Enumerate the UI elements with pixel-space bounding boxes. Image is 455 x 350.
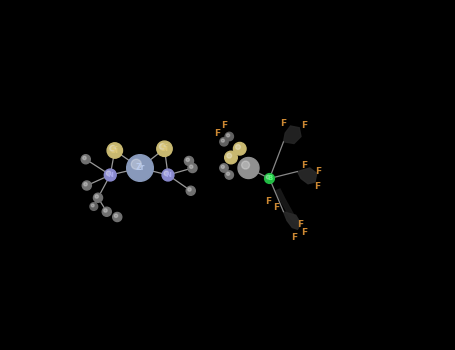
Circle shape — [220, 164, 228, 172]
Text: F: F — [301, 161, 308, 170]
Circle shape — [221, 165, 224, 168]
Circle shape — [227, 134, 230, 137]
Circle shape — [227, 172, 230, 175]
Circle shape — [90, 203, 98, 210]
Text: F: F — [221, 121, 227, 131]
Circle shape — [114, 214, 118, 217]
Circle shape — [266, 175, 270, 179]
Circle shape — [236, 145, 240, 149]
Circle shape — [110, 145, 116, 151]
Circle shape — [238, 158, 259, 178]
Polygon shape — [276, 189, 299, 224]
Text: F: F — [301, 228, 308, 237]
Circle shape — [159, 144, 165, 149]
Polygon shape — [298, 168, 317, 184]
Polygon shape — [283, 126, 301, 144]
Text: F: F — [313, 182, 320, 191]
Circle shape — [102, 207, 111, 216]
Circle shape — [162, 169, 174, 181]
Text: N: N — [165, 172, 171, 178]
Circle shape — [84, 182, 87, 186]
Circle shape — [189, 165, 193, 168]
Circle shape — [113, 212, 122, 222]
Circle shape — [104, 169, 116, 181]
Text: F: F — [273, 203, 279, 212]
Text: B: B — [267, 175, 273, 182]
Text: Si: Si — [161, 144, 168, 153]
Text: F: F — [297, 220, 303, 229]
Circle shape — [225, 151, 238, 164]
Text: F: F — [265, 197, 271, 206]
Circle shape — [81, 155, 90, 164]
Circle shape — [242, 161, 249, 169]
Circle shape — [126, 155, 153, 181]
Circle shape — [225, 171, 233, 179]
Text: F: F — [280, 119, 287, 128]
Circle shape — [186, 158, 189, 161]
Text: F: F — [301, 121, 307, 131]
Circle shape — [188, 163, 197, 173]
Circle shape — [186, 186, 195, 195]
Text: Zr: Zr — [135, 163, 145, 173]
Circle shape — [220, 138, 228, 146]
Circle shape — [227, 153, 232, 158]
Circle shape — [95, 195, 98, 198]
Circle shape — [107, 143, 122, 158]
Circle shape — [82, 181, 91, 190]
Circle shape — [184, 156, 193, 166]
Circle shape — [265, 174, 274, 183]
Circle shape — [83, 156, 86, 160]
Circle shape — [164, 171, 169, 176]
Text: F: F — [291, 233, 297, 243]
Circle shape — [221, 139, 224, 142]
Circle shape — [106, 171, 111, 176]
Circle shape — [104, 209, 107, 212]
Circle shape — [233, 142, 246, 155]
Circle shape — [225, 132, 233, 141]
Circle shape — [157, 141, 172, 156]
Text: F: F — [214, 128, 220, 138]
Circle shape — [131, 159, 142, 169]
Polygon shape — [283, 212, 301, 229]
Text: Si: Si — [111, 146, 119, 155]
Circle shape — [91, 204, 94, 207]
Text: F: F — [315, 167, 322, 176]
Circle shape — [188, 188, 191, 191]
Text: N: N — [107, 172, 113, 178]
Circle shape — [93, 193, 102, 202]
